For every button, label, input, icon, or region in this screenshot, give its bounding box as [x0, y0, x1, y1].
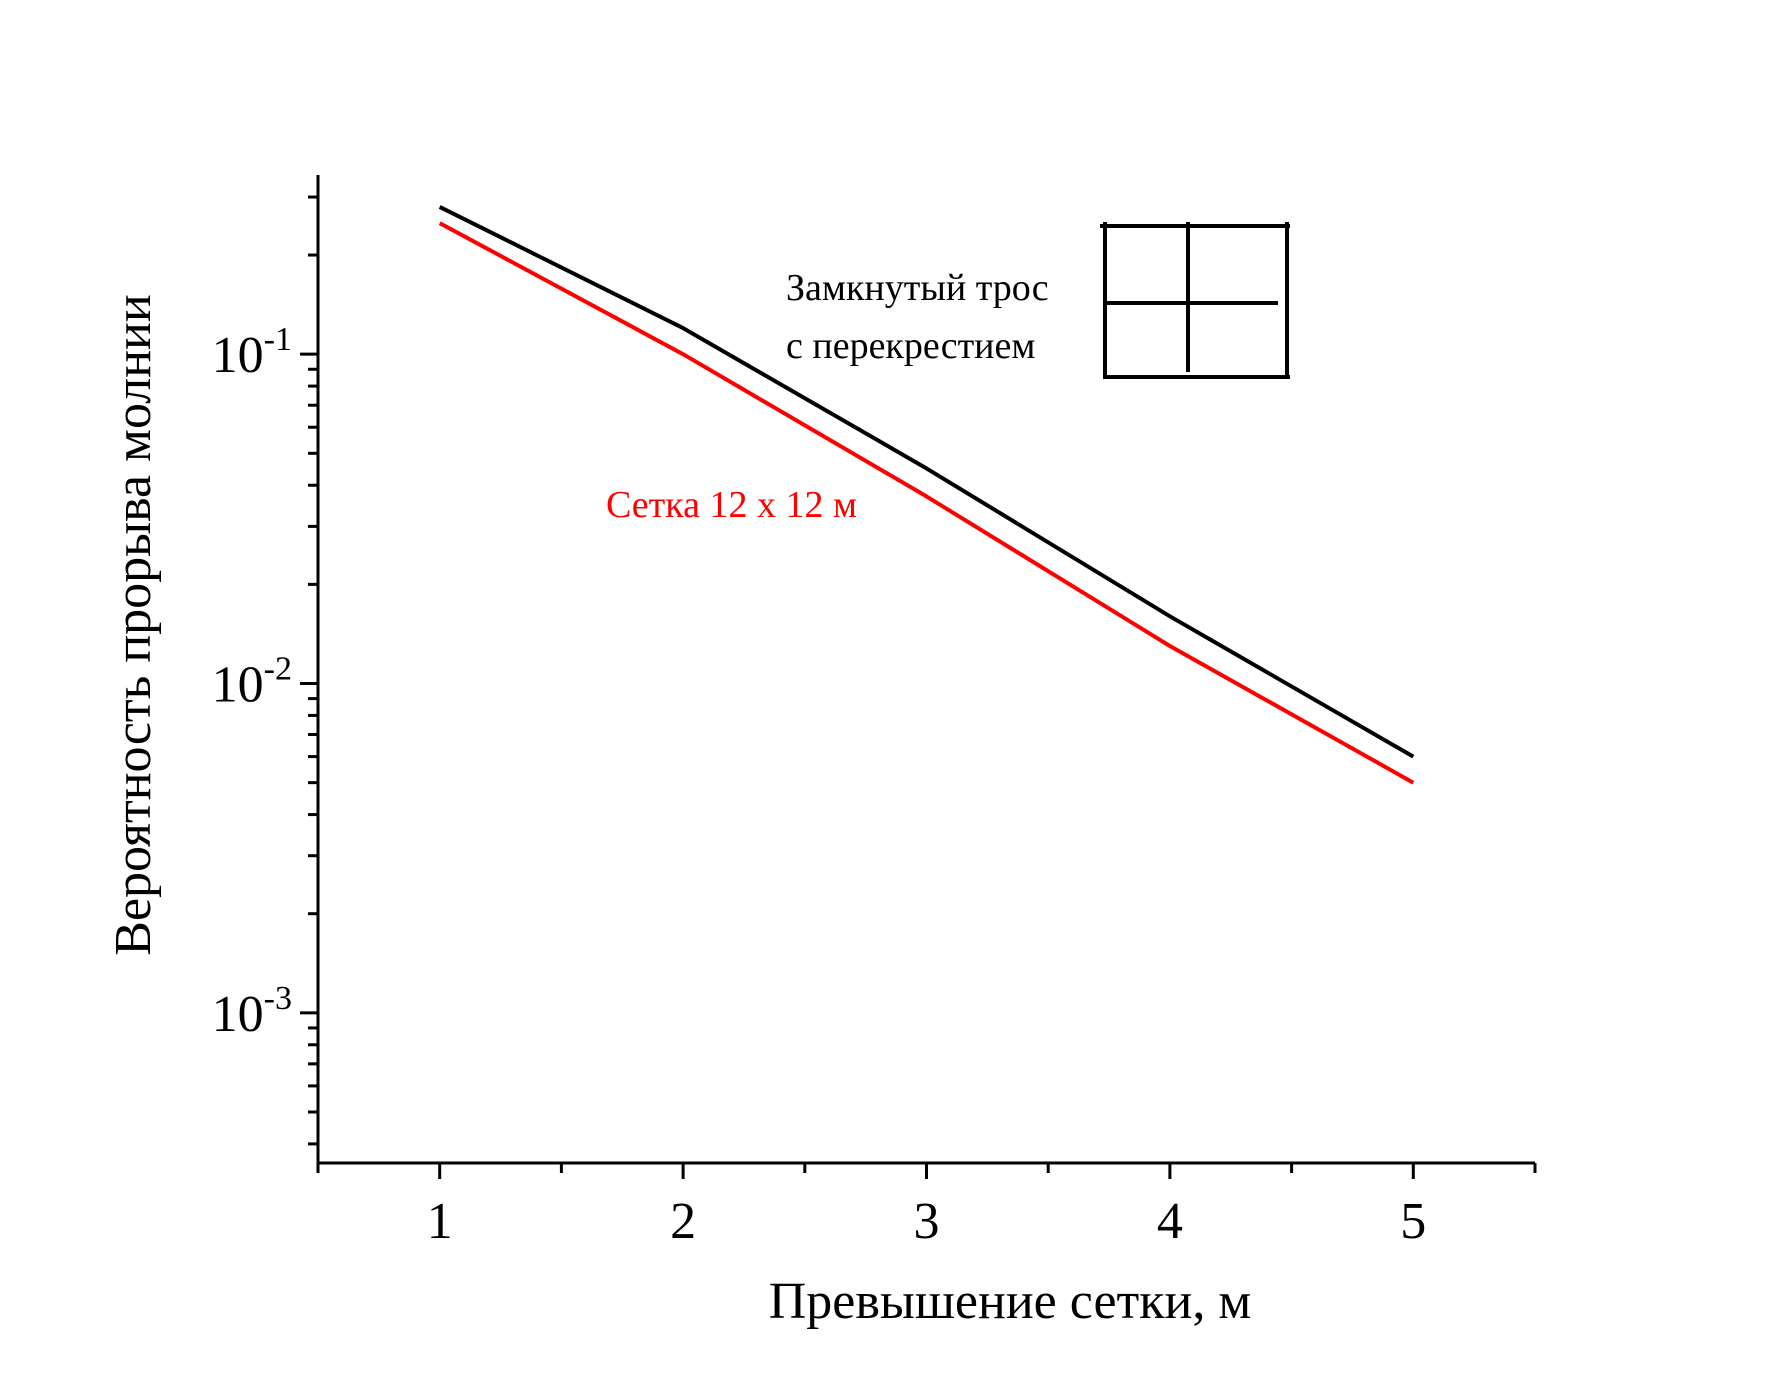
- axes: [316, 175, 1535, 1165]
- y-axis-label: Вероятность прорыва молнии: [105, 294, 162, 955]
- legend-closed-cable-line-1: Замкнутый трос: [786, 267, 1049, 309]
- legend-grid-12x12: Сетка 12 х 12 м: [606, 484, 857, 526]
- y-tick-label: 10-1: [212, 321, 292, 384]
- y-tick-label: 10-2: [212, 651, 292, 714]
- series: [438, 205, 1415, 785]
- x-tick-label: 4: [1157, 1193, 1183, 1250]
- ticks: 1 2 3 4 5 10-1 10-2 10-3: [212, 195, 1537, 1250]
- x-tick-label: 2: [670, 1193, 696, 1250]
- x-tick-label: 5: [1400, 1193, 1426, 1250]
- series-line-1: [438, 221, 1415, 785]
- y-tick-label: 10-3: [212, 980, 292, 1043]
- legend-closed-cable: Замкнутый трос с перекрестием: [786, 222, 1290, 379]
- legend-grid-12x12-label: Сетка 12 х 12 м: [606, 484, 857, 526]
- series-line-0: [438, 205, 1415, 759]
- x-tick-label: 1: [427, 1193, 453, 1250]
- legend-closed-cable-line-2: с перекрестием: [786, 325, 1035, 367]
- x-axis-label: Превышение сетки, м: [769, 1273, 1252, 1330]
- x-tick-label: 3: [914, 1193, 940, 1250]
- cross-cable-icon: [1100, 222, 1290, 379]
- labels: Вероятность прорыва молнии Превышение се…: [105, 294, 1251, 1330]
